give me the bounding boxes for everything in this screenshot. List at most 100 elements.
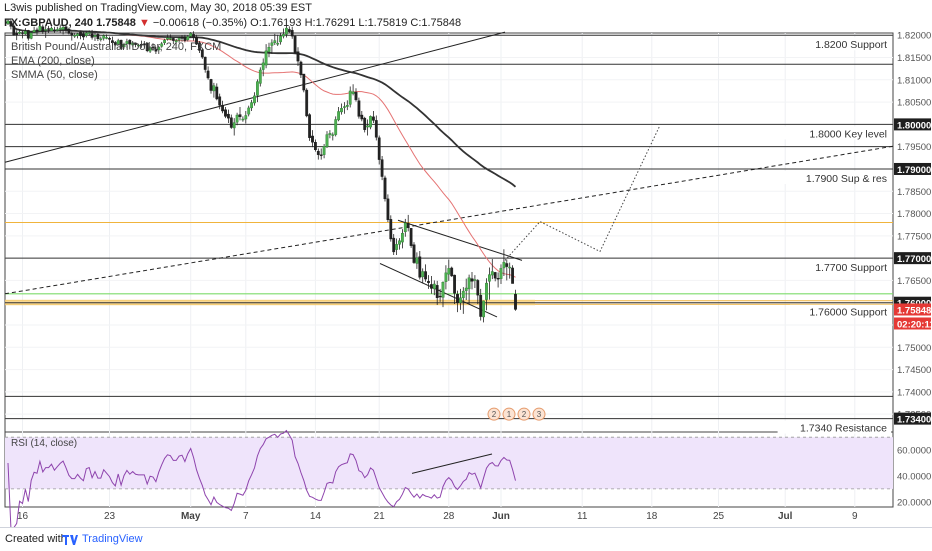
candle-body <box>238 114 242 118</box>
candle-body <box>279 35 282 43</box>
candle-body <box>377 137 381 160</box>
candle-body <box>235 114 239 123</box>
candle-body <box>302 73 306 91</box>
candle-body <box>470 278 474 282</box>
time-tick: 16 <box>17 511 29 522</box>
level-label: 1.8000 Key level <box>809 128 887 140</box>
candle-body <box>55 29 59 31</box>
candle-body <box>383 177 387 200</box>
legend-sma: SMMA (50, close) <box>11 69 98 81</box>
chart-grid <box>4 32 894 508</box>
event-count: 2 <box>492 410 497 419</box>
candle-body <box>12 25 16 36</box>
candle-body <box>224 109 227 117</box>
candle-body <box>215 86 219 100</box>
horizontal-levels: 1.8200 Support 1.8000 Key level 1.7900 Sup… <box>5 34 893 435</box>
candle-body <box>273 40 277 44</box>
candle-body <box>290 30 294 37</box>
candle-body <box>186 36 190 40</box>
candle-body <box>50 27 53 31</box>
level-label-bg <box>796 260 891 274</box>
candle-body <box>447 268 451 275</box>
countdown-tick: 02:20:11 <box>897 319 932 330</box>
candle-body <box>15 33 19 35</box>
candle-body <box>142 43 146 46</box>
candle-body <box>403 222 407 233</box>
candle-body <box>444 272 448 282</box>
time-tick: May <box>181 511 201 522</box>
last-price-tick: 1.75848 <box>897 305 931 316</box>
candle-body <box>226 113 230 119</box>
axes: 2 1 2 31.820001.815001.810001.805001.800001… <box>17 31 932 522</box>
rsi-tick: 40.0000 <box>897 471 931 482</box>
price-tick: 1.79000 <box>897 165 931 176</box>
rsi-tick: 20.0000 <box>897 497 931 508</box>
price-tick: 1.75000 <box>897 343 931 354</box>
time-tick: 9 <box>852 511 858 522</box>
legend-ema: EMA (200, close) <box>11 55 95 67</box>
candle-body <box>366 125 369 128</box>
event-count: 3 <box>537 410 542 419</box>
candle-body <box>485 282 488 300</box>
price-tick: 1.82000 <box>897 31 931 42</box>
down-arrow-icon: ▼ <box>138 17 150 29</box>
candle-body <box>412 244 416 263</box>
candle-body <box>499 268 503 279</box>
price-tick: 1.81000 <box>897 75 931 86</box>
candle-body <box>432 283 436 290</box>
candle-body <box>183 37 187 41</box>
rsi-tick: 60.0000 <box>897 446 931 457</box>
legend-rsi: RSI (14, close) <box>11 438 77 449</box>
candle-body <box>511 267 514 284</box>
level-label: 1.7900 Sup & res <box>806 173 887 185</box>
candle-body <box>232 122 236 129</box>
candle-body <box>514 294 517 310</box>
candle-body <box>415 257 419 264</box>
candle-body <box>325 134 329 147</box>
candle-body <box>197 42 201 51</box>
candle-body <box>340 108 343 113</box>
candle-body <box>47 28 51 30</box>
candle-body <box>174 40 178 43</box>
candle-body <box>244 115 248 120</box>
candle-body <box>311 135 314 143</box>
candle-body <box>322 146 326 155</box>
candle-body <box>508 266 512 269</box>
time-tick: Jun <box>492 511 510 522</box>
tradingview-link[interactable]: TradingView <box>82 533 143 545</box>
candle-body <box>372 116 375 121</box>
countdown-bg <box>894 317 931 330</box>
candle-body <box>406 223 410 229</box>
rsi-band <box>5 437 893 489</box>
candle-body <box>166 37 169 40</box>
time-tick: 25 <box>713 511 725 522</box>
candle-body <box>6 20 10 24</box>
price-label-bg <box>894 252 931 265</box>
candle-body <box>490 271 494 276</box>
candle-body <box>128 39 132 45</box>
author-link[interactable]: L3wis <box>4 2 33 14</box>
candle-body <box>200 49 204 58</box>
event-count: 2 <box>522 410 527 419</box>
candle-body <box>502 261 506 269</box>
candle-body <box>84 32 88 36</box>
price-tick: 1.78000 <box>897 209 931 220</box>
candle-body <box>160 43 164 47</box>
publish-line: L3wis published on TradingView.com, May … <box>4 1 932 16</box>
candle-body <box>122 43 126 48</box>
candle-body <box>116 40 120 45</box>
candle-body <box>493 272 497 279</box>
candle-body <box>108 38 111 40</box>
candle-body <box>134 43 137 45</box>
candle-body <box>38 26 42 31</box>
footer: Created with TradingView <box>0 527 932 551</box>
candle-body <box>392 237 396 253</box>
candle-body <box>192 34 195 38</box>
price-chart[interactable]: 1.8200 Support 1.8000 Key level 1.7900 Sup… <box>0 0 932 527</box>
candle-body <box>203 56 207 70</box>
candle-body <box>348 90 352 105</box>
candle-body <box>357 100 361 117</box>
candle-body <box>473 279 477 281</box>
candle-body <box>253 95 256 104</box>
candle-body <box>386 198 390 220</box>
